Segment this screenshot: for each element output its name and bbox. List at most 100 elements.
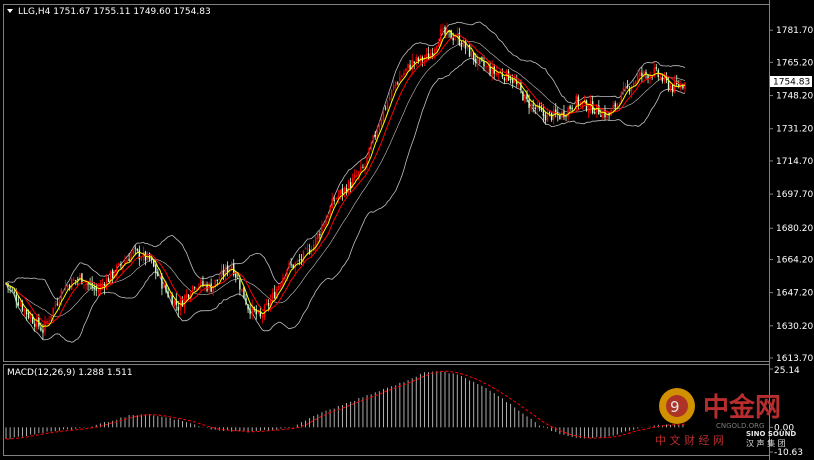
candle-body — [345, 188, 348, 194]
candle-body — [93, 287, 95, 290]
candle-body — [15, 294, 17, 302]
triangle-down-icon[interactable] — [7, 9, 13, 13]
candle — [177, 301, 180, 318]
candle-body — [42, 329, 44, 333]
candle-body — [645, 71, 647, 75]
candle — [360, 160, 362, 175]
candle — [226, 261, 229, 277]
candle-body — [271, 293, 274, 299]
candle — [130, 251, 132, 264]
candle-body — [364, 166, 366, 168]
candle-body — [526, 93, 528, 99]
candle-body — [64, 285, 67, 290]
candle — [109, 270, 112, 285]
candle-body — [632, 82, 635, 86]
candle-body — [388, 97, 391, 101]
candle-body — [241, 288, 243, 292]
price-tick-label: 1647.20 — [776, 289, 813, 299]
candle — [204, 281, 206, 292]
candle-body — [99, 285, 102, 291]
candle-body — [325, 218, 327, 226]
candle — [495, 66, 497, 77]
candle-body — [298, 260, 301, 262]
candle-body — [544, 114, 547, 121]
candle-body — [339, 190, 342, 195]
candle-body — [354, 174, 356, 179]
candle-body — [148, 253, 151, 260]
candle — [407, 63, 409, 73]
candle — [659, 74, 662, 81]
candle-body — [680, 84, 682, 89]
candle-body — [612, 105, 614, 109]
moving-averages — [5, 29, 686, 328]
candle — [563, 105, 565, 121]
candle-body — [249, 309, 251, 315]
candle-body — [136, 248, 139, 251]
candle-body — [329, 206, 331, 215]
brand-site: CNGOLD.ORG — [716, 422, 764, 430]
candle — [468, 44, 471, 58]
candle — [639, 69, 641, 79]
candle-body — [594, 112, 596, 114]
candle — [25, 309, 28, 321]
candle — [23, 308, 26, 317]
candle-body — [577, 96, 580, 106]
candle-body — [571, 107, 573, 110]
candle-body — [417, 58, 420, 62]
candle — [107, 276, 110, 282]
candle-body — [196, 288, 198, 290]
candle — [608, 112, 610, 121]
candle — [507, 69, 510, 81]
candle-body — [499, 72, 502, 74]
candle-body — [58, 301, 61, 306]
candle — [152, 259, 155, 268]
candle — [470, 44, 473, 59]
candle-body — [169, 295, 171, 297]
candle — [577, 94, 580, 110]
candle-body — [444, 27, 446, 35]
candle — [210, 278, 212, 293]
candle-body — [372, 135, 374, 143]
candle-body — [269, 299, 272, 307]
candle — [87, 282, 89, 291]
candle-body — [27, 312, 30, 318]
symbol-ohlc-header: LLG,H4 1751.67 1755.11 1749.60 1754.83 — [18, 7, 211, 17]
candle-body — [124, 261, 126, 265]
candle — [294, 261, 296, 274]
candle-body — [429, 53, 432, 59]
candle — [464, 38, 467, 55]
candle-body — [75, 279, 77, 281]
candles — [5, 22, 686, 340]
macd-header: MACD(12,26,9) 1.288 1.511 — [7, 368, 133, 378]
candle-body — [126, 259, 128, 263]
candle-body — [497, 73, 500, 75]
candle — [337, 189, 340, 204]
candle-body — [643, 71, 645, 77]
candle-body — [183, 296, 186, 307]
candle-body — [413, 61, 415, 63]
candle — [341, 184, 344, 201]
candle-body — [265, 303, 268, 305]
candle-body — [36, 318, 38, 328]
candle-body — [274, 291, 276, 299]
candle — [249, 304, 251, 319]
candle-body — [194, 287, 196, 289]
candle — [50, 315, 52, 322]
candle — [454, 33, 456, 41]
candle — [530, 100, 532, 113]
candle-body — [489, 66, 491, 75]
candle-body — [337, 195, 340, 199]
candle-body — [200, 280, 202, 286]
candle-body — [516, 81, 518, 85]
candle-body — [555, 109, 557, 114]
bollinger-lower — [5, 57, 685, 343]
candle-body — [477, 57, 479, 65]
candle — [536, 101, 539, 114]
candle-body — [639, 72, 641, 76]
candle — [434, 47, 436, 60]
candle — [19, 300, 22, 307]
candle-body — [483, 61, 485, 67]
candle-body — [456, 33, 459, 38]
candle — [382, 109, 385, 123]
